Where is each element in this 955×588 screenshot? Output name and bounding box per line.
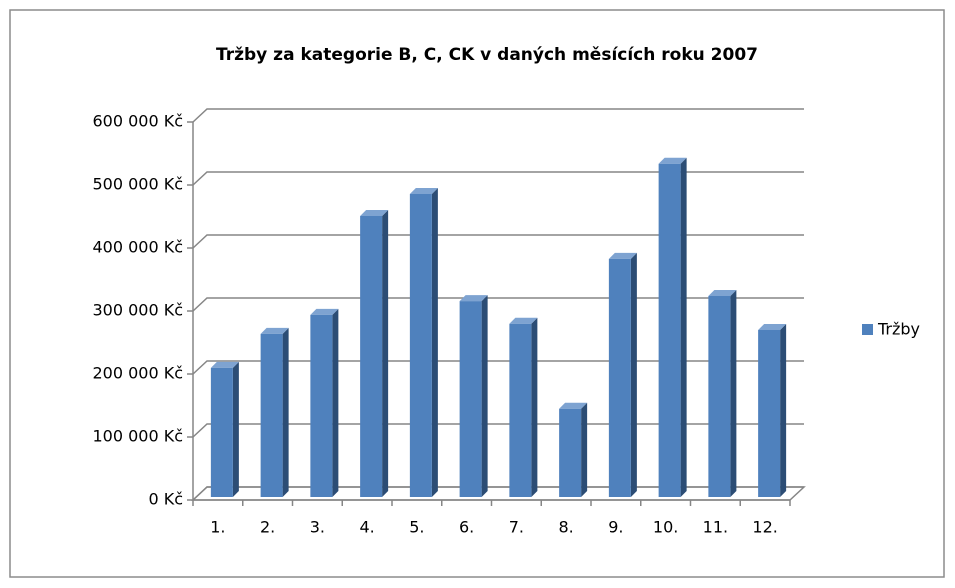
grid-line: [192, 171, 804, 186]
bar: [708, 290, 737, 497]
bar-front: [260, 333, 283, 497]
y-tick-label: 600 000 Kč: [92, 112, 183, 131]
bar-side: [680, 157, 687, 498]
x-tick-label: 5.: [409, 518, 424, 537]
x-tick-label: 2.: [260, 518, 275, 537]
y-tick-label: 300 000 Kč: [92, 301, 183, 320]
bar-top: [210, 361, 239, 368]
bar-top: [509, 317, 538, 324]
bar-top: [708, 290, 737, 297]
bar-side: [332, 308, 339, 497]
y-tick-label: 400 000 Kč: [92, 238, 183, 257]
bar-top: [758, 324, 787, 331]
y-tick-label: 0 Kč: [148, 490, 183, 509]
y-tick-label: 100 000 Kč: [92, 427, 183, 446]
bar-top: [310, 308, 339, 315]
bar-side: [382, 210, 389, 497]
x-tick-label: 1.: [210, 518, 225, 537]
bar-side: [581, 402, 588, 497]
bar-side: [481, 295, 488, 497]
x-tick-label: 12.: [752, 518, 777, 537]
legend-swatch: [862, 324, 873, 335]
x-tick-label: 8.: [558, 518, 573, 537]
bar-front: [758, 330, 781, 497]
bar: [310, 308, 339, 497]
x-tick-label: 9.: [608, 518, 623, 537]
grid-line: [192, 423, 804, 438]
grid-line: [192, 108, 804, 123]
bar-front: [409, 193, 432, 497]
bar-top: [260, 327, 289, 334]
x-tick-label: 4.: [359, 518, 374, 537]
bar-front: [559, 408, 582, 497]
bar: [360, 210, 389, 497]
grid-line: [192, 234, 804, 249]
chart-title: Tržby za kategorie B, C, CK v daných měs…: [216, 45, 758, 65]
bar-front: [310, 314, 333, 497]
bar-top: [559, 402, 588, 409]
bar-side: [531, 317, 538, 497]
bar-side: [431, 187, 438, 497]
bar-front: [708, 296, 731, 497]
legend-label: Tržby: [877, 320, 920, 339]
bar: [559, 402, 588, 497]
bar-top: [409, 187, 438, 194]
bar-side: [232, 361, 239, 497]
bar: [658, 157, 687, 498]
bar-side: [630, 252, 637, 497]
x-tick-label: 11.: [703, 518, 728, 537]
bar-top: [608, 252, 637, 259]
bar-top: [658, 157, 687, 164]
bar: [260, 327, 289, 497]
x-tick-label: 10.: [653, 518, 678, 537]
bar: [758, 324, 787, 497]
bar-top: [360, 210, 389, 217]
grid-line: [192, 297, 804, 312]
x-tick-label: 3.: [310, 518, 325, 537]
y-tick-label: 500 000 Kč: [92, 175, 183, 194]
bar-side: [730, 290, 737, 497]
x-tick-label: 7.: [509, 518, 524, 537]
bar-front: [459, 301, 482, 497]
bar-side: [780, 324, 787, 497]
bar-front: [509, 323, 532, 497]
bar: [210, 361, 239, 497]
bar: [459, 295, 488, 497]
y-tick-label: 200 000 Kč: [92, 364, 183, 383]
bar: [608, 252, 637, 497]
bar: [509, 317, 538, 497]
bar-front: [608, 258, 631, 497]
bar-front: [360, 216, 383, 497]
bar-top: [459, 295, 488, 302]
bar-front: [210, 367, 233, 497]
bar-side: [282, 327, 289, 497]
bar-front: [658, 163, 681, 498]
grid-line: [192, 360, 804, 375]
grid-line: [192, 486, 804, 501]
bar: [409, 187, 438, 497]
x-tick-label: 6.: [459, 518, 474, 537]
